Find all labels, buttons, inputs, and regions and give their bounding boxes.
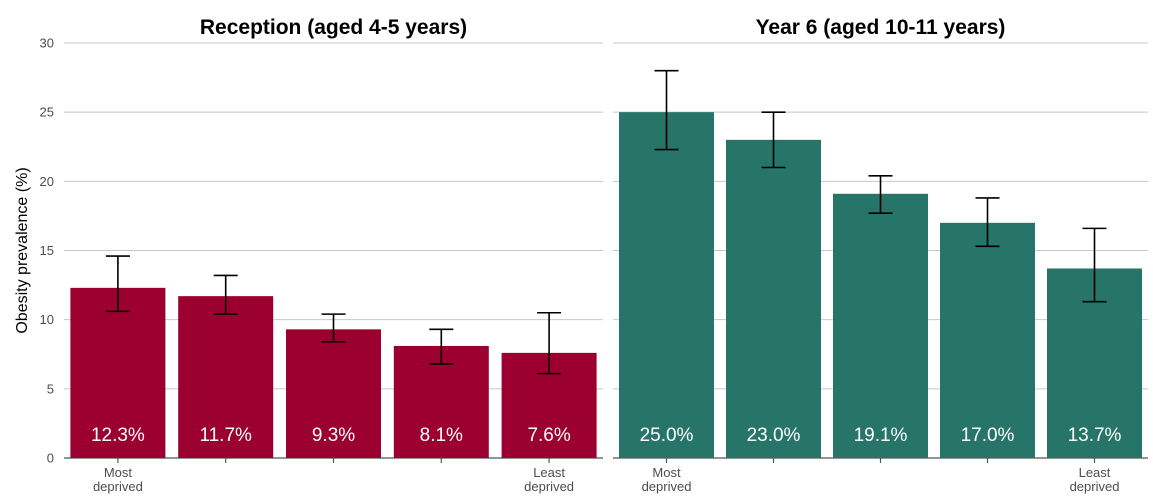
x-tick-label-line: deprived [642,479,692,494]
x-tick-label-line: deprived [1070,479,1120,494]
y-tick-label: 15 [40,243,54,258]
x-tick-label: Most deprived [93,465,143,494]
x-tick-label-line: Most [652,465,681,480]
data-label: 7.6% [527,425,570,446]
data-label: 8.1% [420,425,463,446]
x-tick-label-line: Least [1079,465,1111,480]
y-tick-label: 25 [40,105,54,120]
data-label: 25.0% [640,425,694,446]
y-tick-label: 20 [40,174,54,189]
x-tick-label-line: Most [104,465,133,480]
bar [70,287,166,458]
bar [619,112,714,459]
y-tick-label: 5 [47,381,54,396]
x-tick-label: Least deprived [524,465,574,494]
bar [726,139,821,459]
x-tick-label-line: deprived [524,479,574,494]
data-label: 13.7% [1068,425,1122,446]
y-axis-label: Obesity prevalence (%) [14,167,31,333]
y-tick-label: 10 [40,312,54,327]
data-label: 11.7% [199,425,252,446]
bar [940,222,1035,458]
bar [178,296,274,458]
x-tick-label-line: deprived [93,479,143,494]
y-tick-label: 30 [40,36,54,51]
data-label: 12.3% [91,425,145,446]
x-tick-label: Most deprived [642,465,692,494]
x-tick-label: Least deprived [1070,465,1120,494]
y-tick-label: 0 [47,451,54,466]
data-label: 19.1% [854,425,908,446]
bar [286,329,381,458]
data-label: 9.3% [312,425,355,446]
x-tick-label-line: Least [533,465,565,480]
data-label: 17.0% [961,425,1015,446]
bar [833,193,928,459]
panel-title: Reception (aged 4-5 years) [200,16,467,39]
data-label: 23.0% [747,425,801,446]
panel-title: Year 6 (aged 10-11 years) [756,16,1006,39]
